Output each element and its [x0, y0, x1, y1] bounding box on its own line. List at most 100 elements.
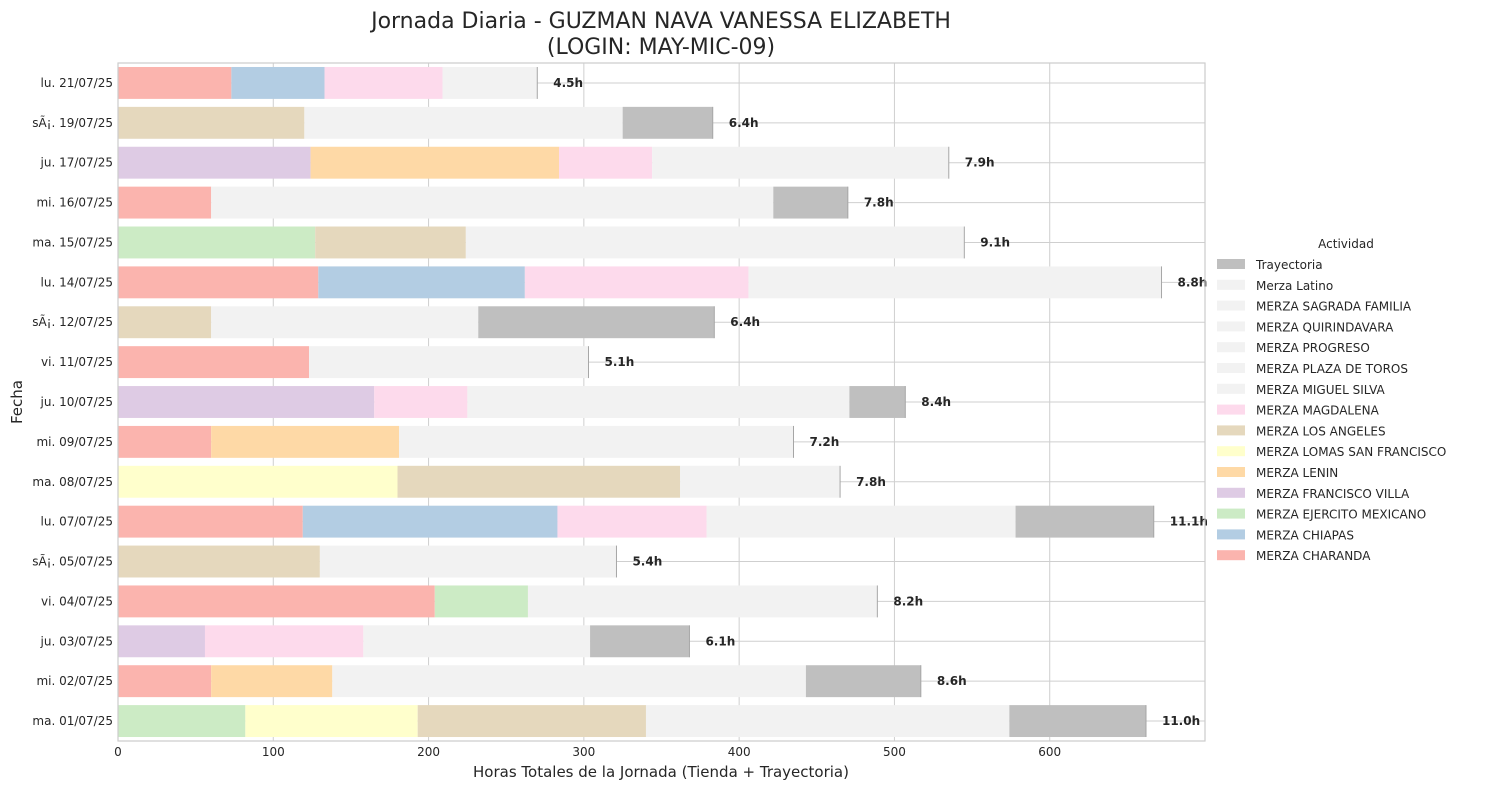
bar-segment: [118, 186, 212, 219]
legend-entry: MERZA CHARANDA: [1256, 549, 1371, 563]
bar-segment: [118, 66, 232, 99]
bar-segment: [211, 425, 400, 458]
y-tick-label: ju. 17/07/25: [40, 156, 113, 170]
x-tick-label: 300: [572, 745, 595, 759]
plot-frame: [117, 62, 1206, 742]
totals-layer: 4.5h 6.4h 7.9h 7.8h 9.1h 8.8h 6.4h 5.1h 8.4h 7.2h…: [553, 76, 1208, 728]
legend-swatch: [1217, 342, 1245, 353]
bar-segment: [118, 705, 246, 738]
bar-segment: [118, 505, 303, 538]
bar-segment: [706, 505, 1016, 538]
bar-segment: [231, 66, 325, 99]
legend-entry: Merza Latino: [1256, 279, 1333, 293]
bar-segment: [118, 625, 205, 658]
bar-segment: [304, 106, 623, 139]
legend-swatch: [1217, 487, 1245, 498]
bar-segment: [118, 585, 435, 618]
bar-total-label: 8.2h: [893, 594, 923, 608]
legend-entry: MERZA FRANCISCO VILLA: [1256, 487, 1410, 501]
chart-title-line1: Jornada Diaria - GUZMAN NAVA VANESSA ELI…: [369, 9, 951, 34]
x-tick-label: 600: [1038, 745, 1061, 759]
bar-segment: [118, 266, 319, 299]
legend-entry: MERZA QUIRINDAVARA: [1256, 320, 1394, 334]
bar-segment: [590, 625, 690, 658]
bar-segment: [309, 346, 589, 379]
bar-segment: [315, 226, 466, 259]
legend-swatch: [1217, 259, 1245, 269]
y-tick-label: ju. 03/07/25: [40, 634, 113, 648]
bar-segment: [527, 585, 878, 618]
bar-segment: [332, 665, 806, 698]
x-tick-labels: 0 100 200 300 400 500 600: [114, 745, 1061, 759]
bar-total-label: 6.4h: [730, 315, 760, 329]
legend-swatch: [1217, 279, 1245, 290]
y-tick-label: sÃ¡. 19/07/25: [32, 115, 113, 130]
bar-segment: [118, 306, 212, 339]
legend-swatch: [1217, 508, 1245, 519]
bar-total-label: 11.0h: [1162, 714, 1200, 728]
legend-entry: MERZA LOS ANGELES: [1256, 424, 1386, 438]
legend-title: Actividad: [1318, 237, 1374, 251]
legend-entry: MERZA EJERCITO MEXICANO: [1256, 508, 1426, 522]
bar-segment: [211, 665, 333, 698]
y-tick-label: sÃ¡. 05/07/25: [32, 554, 113, 569]
y-tick-label: vi. 04/07/25: [41, 594, 113, 608]
legend-items: Trayectoria Merza Latino MERZA SAGRADA FAM…: [1217, 258, 1446, 563]
bar-segment: [324, 66, 443, 99]
legend-swatch: [1217, 550, 1245, 561]
legend-swatch: [1217, 425, 1245, 436]
bar-segment: [805, 665, 921, 698]
y-tick-label: lu. 07/07/25: [41, 515, 113, 529]
bar-total-label: 9.1h: [980, 235, 1010, 249]
y-tick-label: lu. 14/07/25: [41, 275, 113, 289]
legend-entry: MERZA SAGRADA FAMILIA: [1256, 300, 1412, 314]
y-tick-label: mi. 16/07/25: [36, 196, 113, 210]
bar-segment: [1009, 705, 1146, 738]
bar-segment: [118, 425, 212, 458]
y-tick-labels: lu. 21/07/25 sÃ¡. 19/07/25 ju. 17/07/25 mi.…: [32, 76, 113, 728]
y-tick-label: vi. 11/07/25: [41, 355, 113, 369]
bar-segment: [559, 146, 653, 179]
bar-segment: [1015, 505, 1154, 538]
bar-segment: [211, 306, 479, 339]
bar-segment: [849, 386, 906, 418]
y-tick-label: ma. 08/07/25: [32, 475, 113, 489]
bar-total-label: 5.1h: [605, 355, 635, 369]
bar-segment: [118, 665, 212, 698]
y-tick-label: mi. 02/07/25: [36, 674, 113, 688]
bar-segment: [310, 146, 560, 179]
bar-segment: [118, 146, 311, 179]
bar-segment: [363, 625, 591, 658]
bar-segment: [557, 505, 707, 538]
legend-entry: Trayectoria: [1255, 258, 1323, 272]
legend-swatch: [1217, 404, 1245, 415]
bar-segment: [622, 106, 713, 139]
legend-entry: MERZA MIGUEL SILVA: [1256, 383, 1386, 397]
bar-total-label: 7.2h: [809, 435, 839, 449]
legend: Actividad Trayectoria Merza Latino MERZA S…: [1217, 237, 1446, 563]
bar-segment: [118, 386, 375, 418]
legend-swatch: [1217, 467, 1245, 477]
legend-swatch: [1217, 446, 1245, 457]
bar-segment: [318, 266, 525, 299]
bar-segment: [399, 425, 794, 458]
bar-segment: [645, 705, 1010, 738]
y-axis-label: Fecha: [8, 380, 26, 424]
bar-segment: [417, 705, 646, 738]
bar-total-label: 6.1h: [705, 634, 735, 648]
bar-segment: [442, 66, 538, 99]
legend-swatch: [1217, 529, 1245, 540]
y-tick-label: sÃ¡. 12/07/25: [32, 314, 113, 329]
legend-entry: MERZA PROGRESO: [1256, 341, 1370, 355]
bar-total-label: 8.6h: [937, 674, 967, 688]
bar-segment: [118, 465, 398, 498]
bar-total-label: 6.4h: [729, 116, 759, 130]
y-tick-label: ma. 01/07/25: [32, 714, 113, 728]
x-tick-label: 200: [417, 745, 440, 759]
x-axis-label: Horas Totales de la Jornada (Tienda + Tr…: [473, 763, 849, 781]
bars-layer: [118, 66, 1163, 738]
legend-entry: MERZA LENIN: [1256, 466, 1338, 480]
chart-title-line2: (LOGIN: MAY-MIC-09): [547, 35, 775, 60]
bar-segment: [478, 306, 715, 339]
